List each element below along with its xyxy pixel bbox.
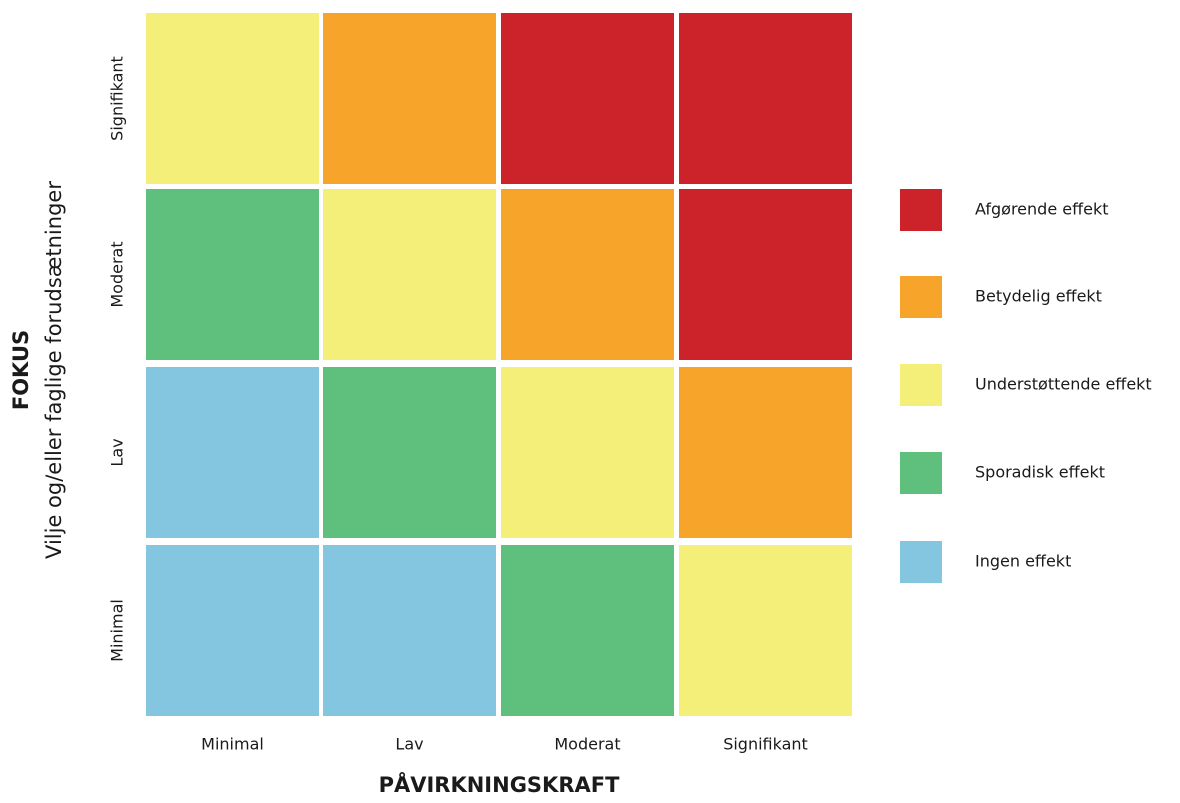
legend-label: Understøttende effekt xyxy=(975,375,1152,394)
row-label: Lav xyxy=(108,438,127,466)
matrix-cell xyxy=(146,189,319,360)
matrix-cell xyxy=(679,189,852,360)
matrix-cell xyxy=(323,13,496,184)
column-label: Signifikant xyxy=(723,735,808,754)
legend-swatch xyxy=(900,364,942,406)
matrix-cell xyxy=(146,367,319,538)
row-label: Moderat xyxy=(108,241,127,307)
matrix-cell xyxy=(501,13,674,184)
matrix-cell xyxy=(501,545,674,716)
column-label: Lav xyxy=(395,735,423,754)
legend-label: Betydelig effekt xyxy=(975,287,1102,306)
matrix-cell xyxy=(679,13,852,184)
column-label: Moderat xyxy=(554,735,620,754)
row-label: Signifikant xyxy=(108,56,127,141)
y-axis-subtitle: Vilje og/eller faglige forudsætninger xyxy=(42,181,66,559)
row-label: Minimal xyxy=(108,599,127,662)
legend-swatch xyxy=(900,189,942,231)
matrix-cell xyxy=(679,545,852,716)
legend-swatch xyxy=(900,276,942,318)
legend-label: Ingen effekt xyxy=(975,552,1071,571)
matrix-cell xyxy=(501,189,674,360)
legend-swatch xyxy=(900,452,942,494)
matrix-cell xyxy=(323,189,496,360)
matrix-cell xyxy=(146,545,319,716)
matrix-cell xyxy=(323,367,496,538)
legend-swatch xyxy=(900,541,942,583)
legend-label: Afgørende effekt xyxy=(975,200,1109,219)
matrix-cell xyxy=(323,545,496,716)
matrix-cell xyxy=(501,367,674,538)
column-label: Minimal xyxy=(201,735,264,754)
matrix-cell xyxy=(146,13,319,184)
x-axis-title: PÅVIRKNINGSKRAFT xyxy=(379,772,621,797)
matrix-cell xyxy=(679,367,852,538)
legend-label: Sporadisk effekt xyxy=(975,463,1105,482)
y-axis-title: FOKUS xyxy=(9,330,33,410)
